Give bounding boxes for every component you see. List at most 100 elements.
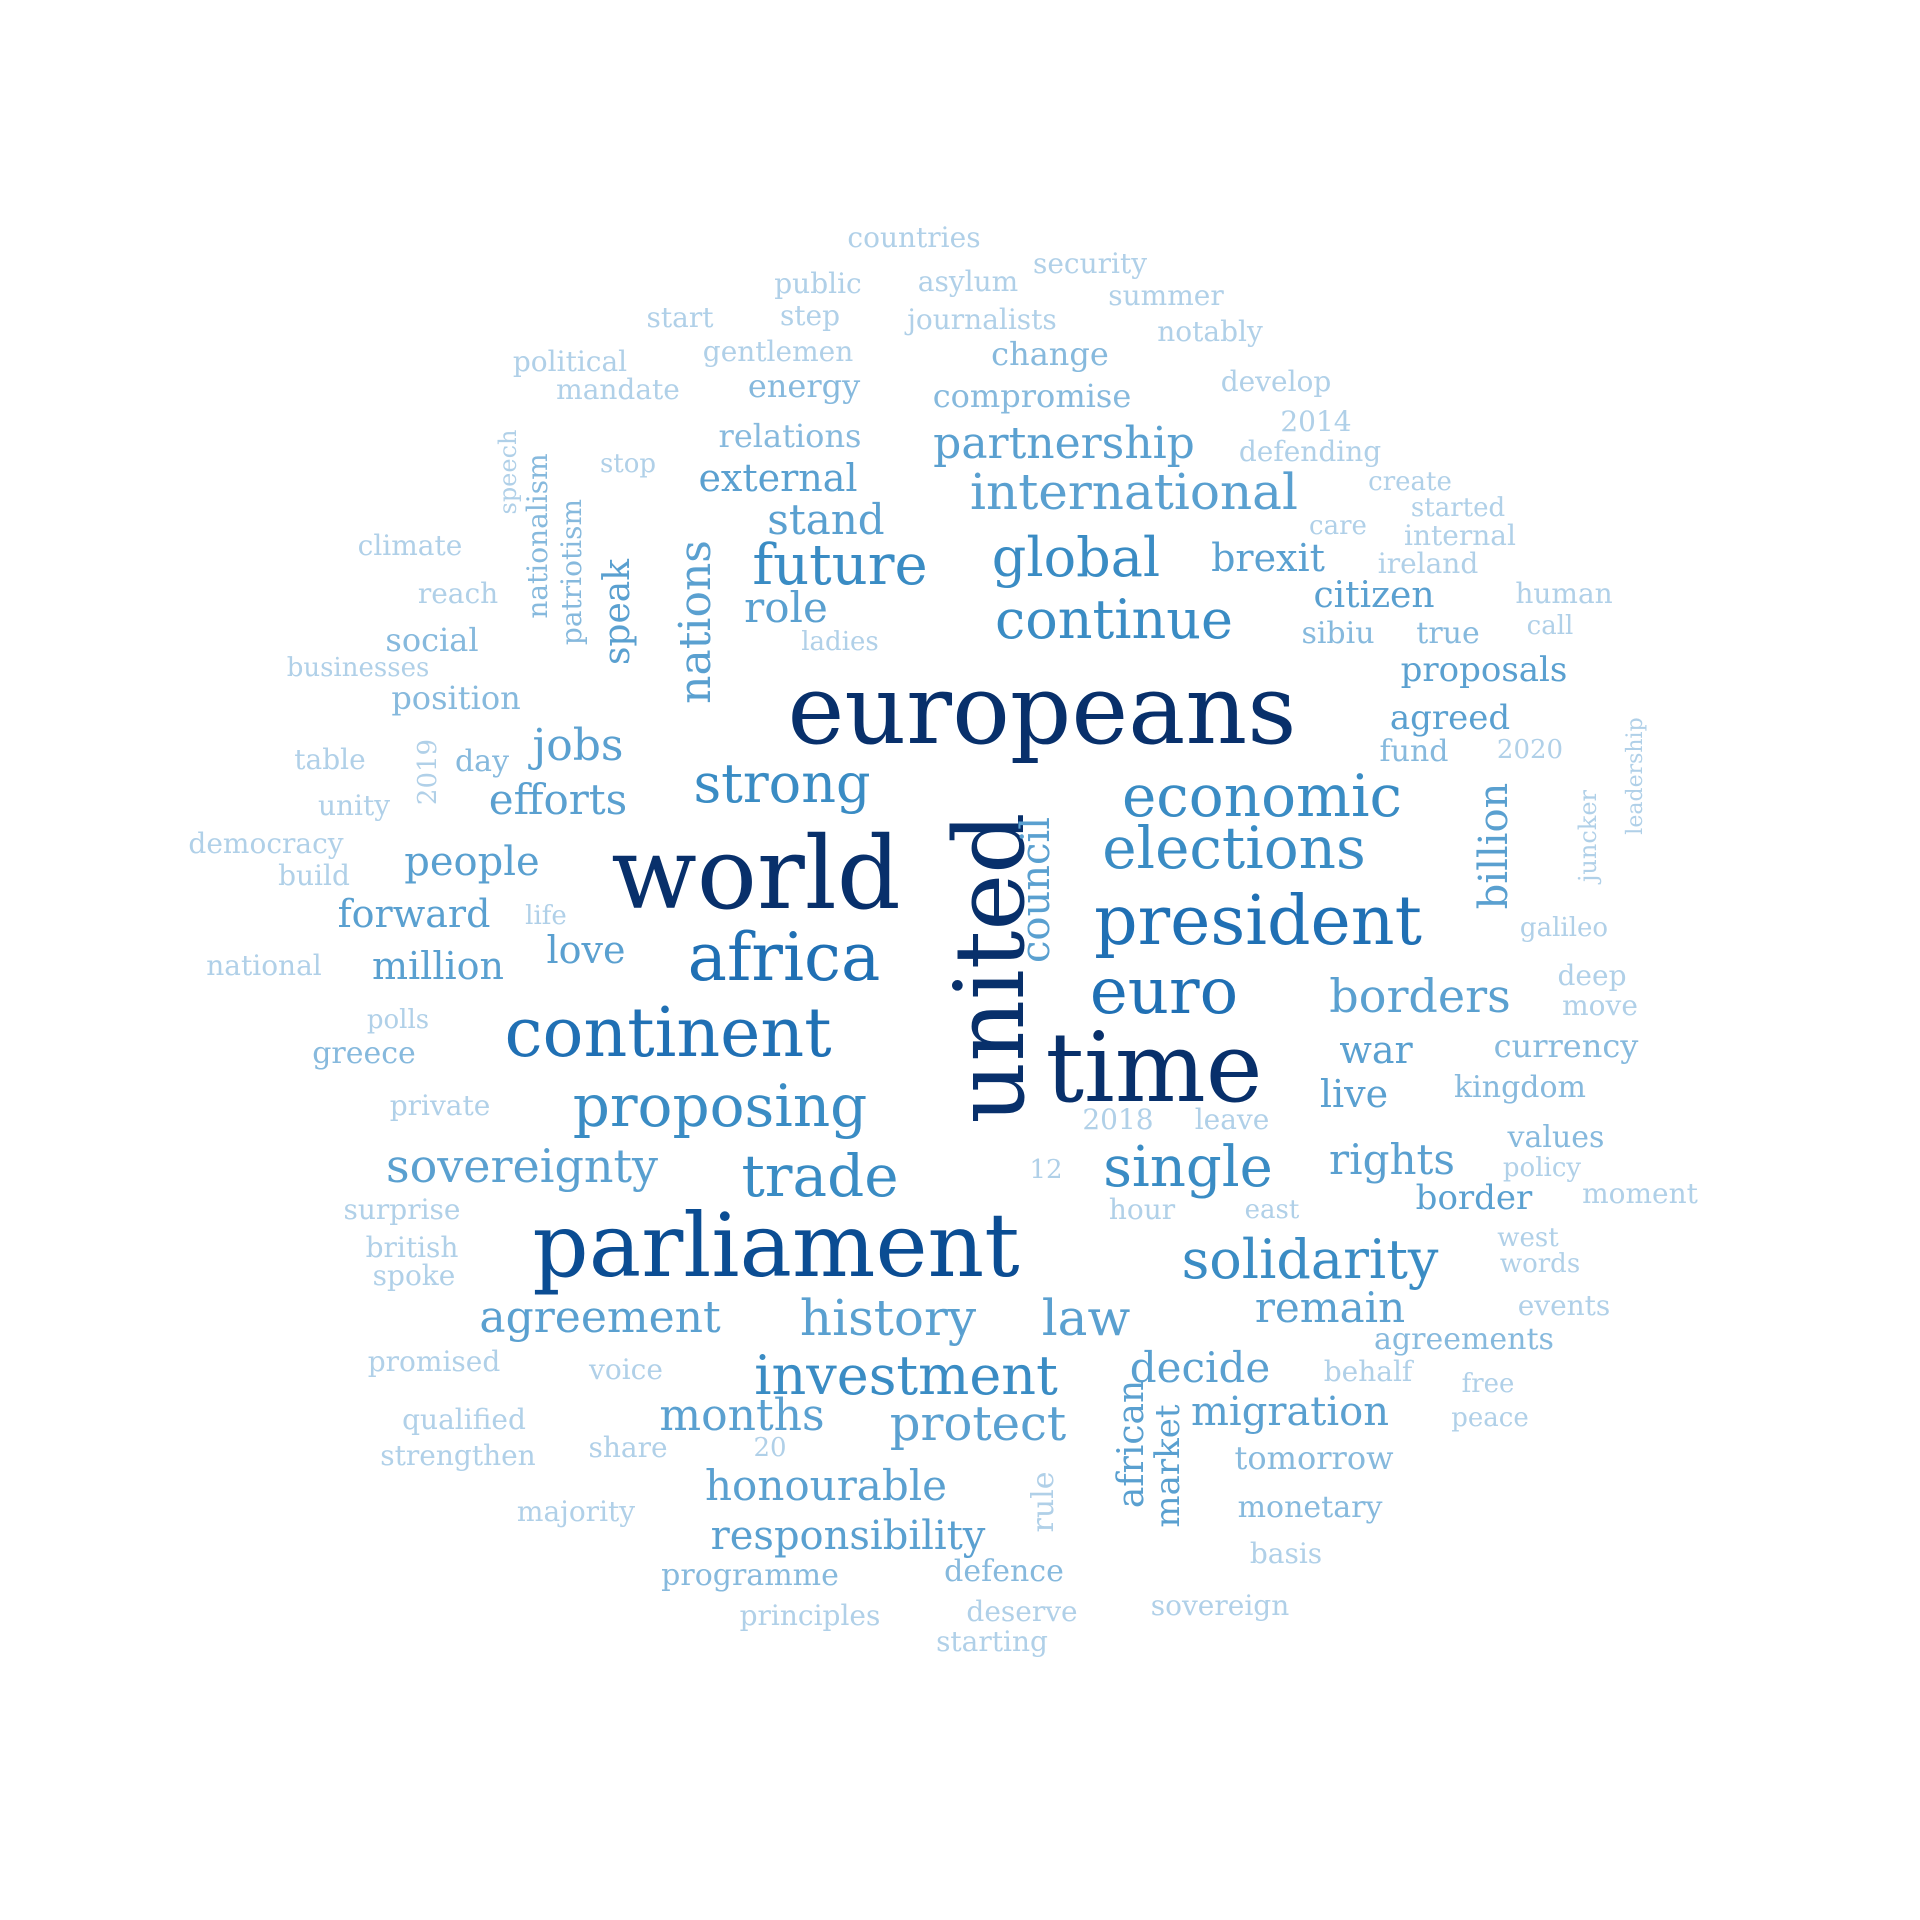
word-journalists: journalists — [907, 303, 1057, 336]
word-trade: trade — [741, 1142, 899, 1210]
word-deep: deep — [1557, 959, 1627, 992]
word-fund: fund — [1379, 734, 1449, 769]
word-decide: decide — [1129, 1343, 1271, 1392]
word-2019: 2019 — [413, 738, 443, 806]
word-elections: elections — [1102, 814, 1366, 882]
word-migration: migration — [1190, 1389, 1390, 1435]
word-summer: summer — [1108, 279, 1224, 312]
word-strong: strong — [693, 752, 871, 815]
word-jobs: jobs — [532, 720, 624, 771]
word-honourable: honourable — [704, 1461, 948, 1510]
word-events: events — [1517, 1289, 1611, 1322]
word-position: position — [391, 679, 521, 717]
word-principles: principles — [739, 1599, 881, 1632]
word-free: free — [1461, 1369, 1515, 1399]
word-basis: basis — [1249, 1537, 1323, 1570]
word-law: law — [1041, 1289, 1131, 1347]
word-stand: stand — [767, 495, 885, 544]
word-internal: internal — [1404, 519, 1516, 552]
word-life: life — [525, 901, 567, 931]
word-sovereign: sovereign — [1150, 1589, 1290, 1622]
word-values: values — [1507, 1120, 1605, 1155]
word-nationalism: nationalism — [521, 453, 554, 619]
word-responsibility: responsibility — [710, 1513, 986, 1559]
word-ladies: ladies — [801, 627, 879, 657]
word-parliament: parliament — [532, 1194, 1020, 1297]
word-surprise: surprise — [343, 1193, 461, 1226]
word-democracy: democracy — [188, 827, 344, 860]
word-war: war — [1339, 1028, 1413, 1072]
word-peace: peace — [1451, 1403, 1529, 1433]
word-stop: stop — [599, 449, 657, 479]
word-future: future — [752, 533, 928, 598]
word-proposals: proposals — [1400, 650, 1568, 690]
word-continue: continue — [994, 588, 1234, 651]
word-international: international — [970, 463, 1298, 521]
word-polls: polls — [366, 1005, 430, 1035]
word-mandate: mandate — [556, 373, 680, 406]
word-public: public — [774, 267, 862, 300]
word-develop: develop — [1220, 365, 1332, 398]
word-love: love — [546, 928, 626, 972]
word-leadership: leadership — [1623, 717, 1648, 835]
word-euro: euro — [1089, 955, 1239, 1029]
word-share: share — [588, 1431, 668, 1464]
word-speak: speak — [597, 558, 638, 666]
word-12: 12 — [1029, 1155, 1063, 1185]
word-care: care — [1309, 511, 1367, 541]
word-citizen: citizen — [1313, 575, 1435, 616]
word-behalf: behalf — [1323, 1355, 1413, 1388]
word-east: east — [1244, 1195, 1300, 1225]
word-brexit: brexit — [1211, 536, 1325, 580]
word-borders: borders — [1329, 969, 1511, 1023]
word-single: single — [1103, 1135, 1273, 1200]
word-2014: 2014 — [1280, 405, 1352, 438]
word-monetary: monetary — [1237, 1490, 1383, 1525]
word-policy: policy — [1502, 1153, 1582, 1183]
word-global: global — [991, 526, 1161, 589]
word-qualified: qualified — [402, 1403, 526, 1436]
word-patriotism: patriotism — [555, 498, 588, 646]
word-forward: forward — [337, 892, 491, 936]
word-notably: notably — [1157, 315, 1263, 348]
word-ireland: ireland — [1377, 547, 1479, 580]
word-climate: climate — [357, 529, 463, 562]
word-greece: greece — [312, 1036, 416, 1071]
word-2020: 2020 — [1496, 735, 1564, 765]
word-million: million — [372, 944, 504, 988]
word-leave: leave — [1194, 1103, 1270, 1136]
word-agreed: agreed — [1389, 698, 1511, 738]
word-words: words — [1499, 1249, 1581, 1279]
word-currency: currency — [1493, 1027, 1639, 1065]
word-investment: investment — [754, 1344, 1058, 1407]
word-europeans: europeans — [787, 654, 1297, 766]
word-private: private — [389, 1089, 491, 1122]
word-security: security — [1032, 247, 1148, 280]
word-political: political — [512, 345, 628, 378]
word-call: call — [1526, 611, 1574, 641]
word-president: president — [1094, 882, 1422, 961]
word-solidarity: solidarity — [1181, 1228, 1439, 1291]
word-external: external — [698, 456, 858, 500]
word-sibiu: sibiu — [1301, 616, 1375, 651]
word-majority: majority — [516, 1495, 636, 1528]
word-speech: speech — [494, 429, 522, 515]
word-time: time — [1045, 1012, 1263, 1124]
word-social: social — [385, 621, 479, 659]
word-programme: programme — [661, 1558, 839, 1593]
word-remain: remain — [1254, 1283, 1406, 1332]
word-compromise: compromise — [932, 377, 1132, 415]
word-true: true — [1416, 616, 1480, 651]
word-national: national — [206, 949, 322, 982]
word-start: start — [646, 301, 714, 334]
word-sovereignty: sovereignty — [386, 1139, 658, 1193]
word-agreement: agreement — [479, 1292, 721, 1343]
word-defending: defending — [1238, 435, 1382, 468]
word-day: day — [454, 744, 510, 779]
word-billion: billion — [1471, 782, 1517, 910]
word-nations: nations — [670, 540, 721, 704]
word-reach: reach — [417, 577, 499, 610]
word-galileo: galileo — [1519, 913, 1609, 943]
word-rights: rights — [1329, 1135, 1455, 1184]
